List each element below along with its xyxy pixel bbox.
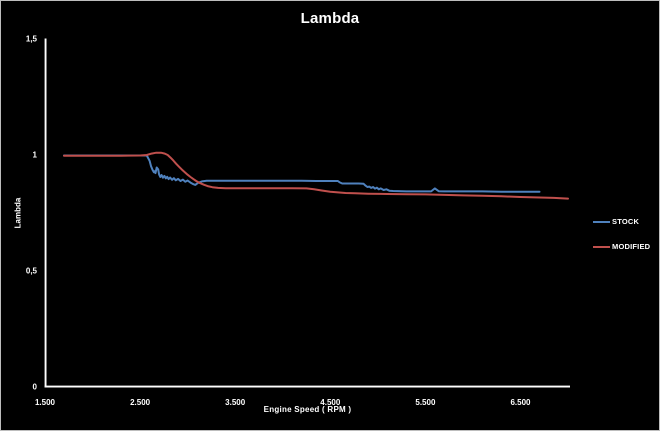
x-tick-label-1500: 1.500	[34, 398, 56, 407]
stock-line-swatch	[593, 220, 610, 223]
modified-line-swatch	[593, 245, 610, 248]
y-axis-line	[44, 38, 47, 388]
legend-label-stock: STOCK	[612, 217, 640, 226]
x-tick-label-6500: 6.500	[510, 398, 531, 407]
x-axis-title: Engine Speed ( RPM )	[263, 405, 352, 414]
x-tick-label-2500: 2.500	[130, 398, 151, 407]
series-lines	[63, 151, 569, 200]
x-tick-label-4500: 4.500	[320, 398, 341, 407]
y-tick-label-1_5: 1,5	[25, 34, 37, 44]
y-axis-title: Lambda	[13, 197, 23, 229]
series-line-modified	[63, 151, 569, 200]
x-tick-label-5500: 5.500	[415, 398, 436, 407]
legend: STOCK MODIFIED	[593, 215, 650, 265]
y-tick-label-0: 0	[32, 382, 37, 392]
series-line-stock	[63, 154, 541, 193]
legend-item-modified: MODIFIED	[593, 240, 650, 253]
legend-label-modified: MODIFIED	[612, 242, 651, 251]
x-tick-label-3500: 3.500	[225, 398, 246, 407]
y-tick-label-1: 1	[32, 150, 37, 160]
y-tick-label-0_5: 0,5	[25, 266, 37, 276]
chart-title: Lambda	[300, 10, 360, 27]
x-axis-line	[44, 385, 571, 388]
legend-item-stock: STOCK	[593, 215, 650, 228]
